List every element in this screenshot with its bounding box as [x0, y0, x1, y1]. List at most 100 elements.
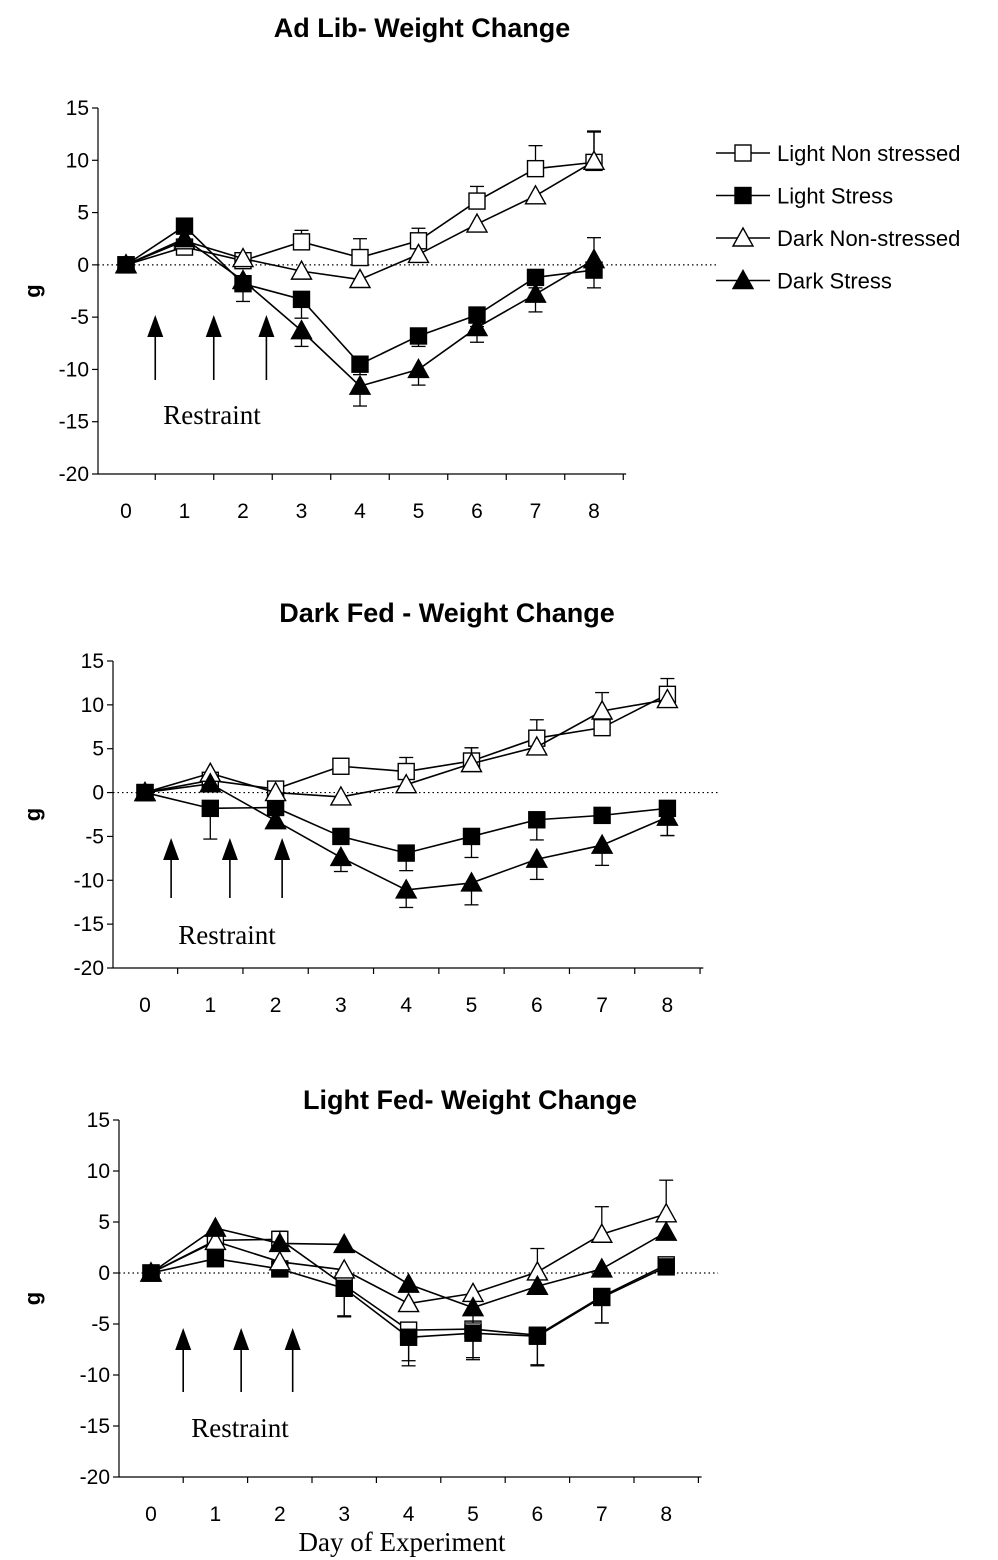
restraint-arrow: [175, 1328, 192, 1392]
x-tick-label: 3: [296, 500, 308, 523]
data-point: [397, 844, 415, 862]
series-light-stress: [136, 783, 677, 872]
series-dark-non-stressed: [114, 130, 606, 289]
x-tick-label: 6: [471, 500, 483, 523]
data-point: [395, 773, 418, 794]
legend-item: Light Non stressed: [716, 141, 960, 166]
y-tick-label: 10: [81, 694, 104, 717]
x-tick-label: 5: [413, 500, 425, 523]
data-point: [460, 752, 483, 773]
x-tick-label: 8: [588, 500, 600, 523]
series-light-stress: [142, 1247, 675, 1367]
y-tick-label: 10: [87, 1160, 110, 1183]
restraint-arrow: [274, 838, 291, 898]
data-point: [264, 809, 287, 830]
x-tick-label: 5: [466, 994, 478, 1017]
restraint-arrow: [147, 315, 164, 380]
data-point: [582, 149, 606, 171]
series-dark-non-stressed: [139, 1179, 678, 1324]
data-point: [656, 805, 679, 826]
y-tick-label: 15: [81, 650, 104, 673]
chart-title: Ad Lib- Weight Change: [274, 13, 570, 43]
data-point: [133, 781, 157, 802]
restraint-arrow: [221, 838, 238, 898]
data-point: [290, 259, 313, 280]
y-tick-label: 0: [92, 782, 104, 805]
data-point: [655, 1220, 678, 1241]
data-point: [528, 811, 546, 829]
data-point: [332, 757, 350, 775]
data-point: [114, 253, 138, 274]
series-line: [144, 782, 668, 891]
y-tick-label: -5: [70, 306, 89, 329]
x-axis-label: Day of Experiment: [299, 1527, 506, 1557]
data-point: [464, 1324, 482, 1342]
data-point: [590, 1257, 613, 1278]
data-point: [206, 1250, 225, 1268]
data-point: [407, 357, 430, 379]
data-point: [231, 247, 255, 268]
data-point: [462, 827, 481, 846]
data-point: [525, 847, 548, 868]
restraint-arrow: [205, 315, 222, 380]
y-tick-label: 15: [66, 97, 89, 120]
restraint-annotation: Restraint: [163, 400, 261, 430]
y-axis-label: g: [20, 1292, 45, 1305]
x-tick-label: 0: [139, 994, 151, 1017]
data-point: [264, 781, 287, 802]
panel-dark-fed: Dark Fed - Weight Change 151050-5-10-15-…: [20, 598, 718, 1017]
data-point: [333, 1258, 356, 1279]
data-point: [268, 1250, 291, 1271]
legend-marker-icon: [731, 226, 755, 247]
data-point: [399, 1328, 418, 1346]
axes: 15 10 5 0 -5 -10 -15 -20 0 1 2 3 4 5 6 7 8: [59, 97, 627, 523]
x-tick-label: 2: [274, 1503, 286, 1526]
legend-label: Dark Non-stressed: [777, 226, 960, 251]
y-tick-label: 15: [87, 1109, 110, 1132]
x-tick-label: 3: [335, 994, 347, 1017]
legend-label: Dark Stress: [777, 269, 892, 294]
y-tick-label: -15: [74, 913, 104, 936]
y-axis-label: g: [20, 284, 45, 297]
data-point: [657, 1258, 675, 1276]
data-point: [201, 799, 220, 818]
x-tick-label: 1: [204, 994, 216, 1017]
y-tick-label: 0: [77, 254, 89, 277]
axes: 15 10 5 0 -5 -10 -15 -20 0 1 2 3 4 5 6 7 8: [74, 650, 704, 1017]
legend-label: Light Stress: [777, 184, 893, 209]
panel-ad-lib: Ad Lib- Weight Change 151050-5-10-15-200…: [20, 13, 718, 523]
legend-marker-icon: [734, 186, 752, 205]
data-point: [407, 242, 430, 264]
data-point: [397, 1272, 420, 1293]
y-tick-label: 10: [66, 149, 89, 172]
data-point: [397, 1292, 420, 1313]
y-tick-label: -20: [74, 957, 104, 980]
x-tick-label: 2: [270, 994, 282, 1017]
y-tick-label: -5: [85, 825, 104, 848]
x-tick-label: 8: [662, 994, 674, 1017]
data-point: [524, 184, 547, 205]
series-dark-stress: [133, 772, 679, 909]
data-point: [525, 735, 548, 756]
x-tick-label: 0: [145, 1503, 157, 1526]
restraint-arrow: [284, 1328, 301, 1392]
legend-item: Dark Stress: [716, 269, 892, 294]
data-point: [593, 718, 611, 737]
data-point: [292, 233, 311, 251]
data-point: [461, 1296, 485, 1317]
data-point: [593, 806, 611, 825]
y-tick-label: -15: [59, 411, 89, 434]
y-tick-label: -10: [80, 1364, 110, 1387]
data-point: [524, 282, 547, 303]
panel-light-fed: Light Fed- Weight Change 151050-5-10-15-…: [20, 1085, 718, 1526]
y-axis-label: g: [20, 808, 45, 821]
y-tick-label: -10: [74, 869, 104, 892]
legend-marker-icon: [734, 144, 752, 162]
series-line: [144, 791, 668, 854]
data-point: [465, 212, 489, 233]
chart-title: Dark Fed - Weight Change: [279, 598, 615, 628]
data-point: [528, 1327, 547, 1345]
x-tick-label: 4: [403, 1503, 415, 1526]
data-point: [590, 1222, 613, 1243]
legend-item: Light Stress: [716, 184, 893, 209]
